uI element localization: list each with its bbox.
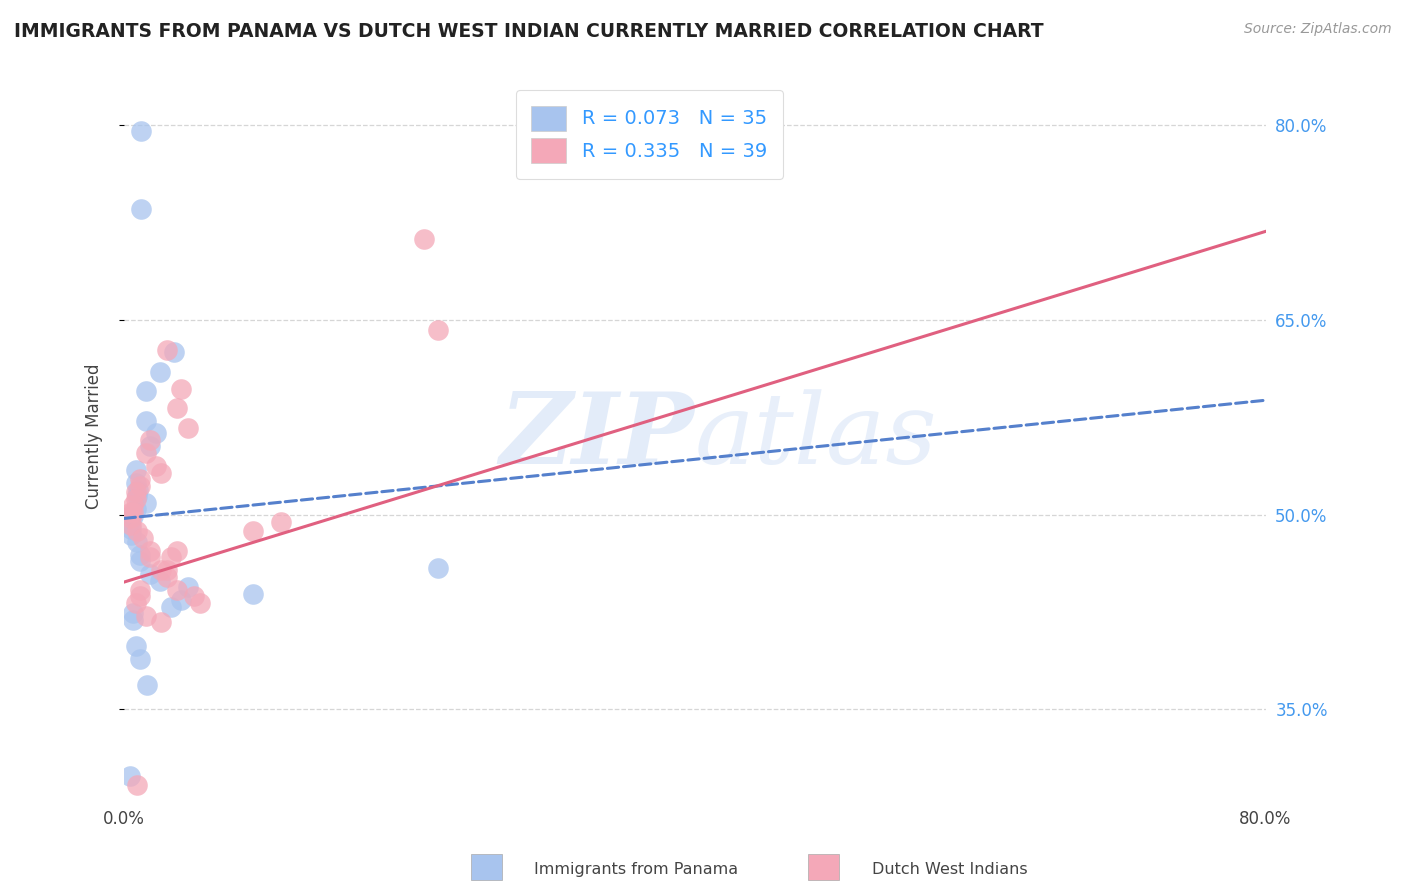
Point	[120, 505, 142, 519]
Point	[135, 384, 157, 399]
Point	[135, 414, 157, 428]
Point	[128, 590, 150, 604]
Point	[150, 615, 173, 630]
Point	[139, 439, 162, 453]
Point	[128, 554, 150, 568]
Point	[129, 202, 152, 217]
Text: Dutch West Indians: Dutch West Indians	[872, 863, 1028, 877]
Point	[166, 582, 188, 597]
Point	[242, 587, 264, 601]
Point	[139, 434, 162, 448]
Point	[139, 550, 162, 565]
Point	[145, 425, 167, 440]
Text: IMMIGRANTS FROM PANAMA VS DUTCH WEST INDIAN CURRENTLY MARRIED CORRELATION CHART: IMMIGRANTS FROM PANAMA VS DUTCH WEST IND…	[14, 22, 1043, 41]
Point	[166, 544, 188, 558]
Point	[121, 508, 143, 523]
Point	[139, 544, 162, 558]
Point	[150, 563, 173, 577]
Point	[129, 124, 152, 138]
Point	[124, 502, 146, 516]
Point	[177, 580, 200, 594]
Point	[121, 499, 143, 513]
Point	[124, 491, 146, 506]
Text: atlas: atlas	[695, 389, 938, 484]
Point	[120, 517, 142, 532]
Point	[156, 563, 179, 577]
Point	[120, 528, 142, 542]
Point	[135, 608, 157, 623]
Point	[124, 485, 146, 500]
Point	[120, 511, 142, 525]
Text: Immigrants from Panama: Immigrants from Panama	[534, 863, 738, 877]
Point	[135, 496, 157, 510]
Point	[125, 778, 148, 792]
Point	[124, 596, 146, 610]
Point	[177, 420, 200, 434]
Point	[145, 459, 167, 474]
Y-axis label: Currently Married: Currently Married	[86, 364, 103, 509]
Point	[121, 505, 143, 519]
Point	[427, 561, 450, 575]
Point	[188, 596, 211, 610]
Point	[156, 343, 179, 357]
Point	[128, 548, 150, 562]
Point	[139, 567, 162, 582]
Point	[125, 534, 148, 549]
Point	[118, 768, 141, 782]
Point	[242, 524, 264, 539]
Point	[170, 382, 193, 396]
Point	[128, 479, 150, 493]
Point	[124, 639, 146, 653]
Point	[183, 590, 205, 604]
Point	[127, 483, 149, 497]
Point	[163, 345, 186, 359]
Point	[124, 463, 146, 477]
Point	[120, 522, 142, 536]
Point	[131, 531, 153, 545]
Point	[128, 651, 150, 665]
Point	[160, 599, 183, 614]
Point	[135, 446, 157, 460]
Point	[128, 582, 150, 597]
Point	[160, 550, 183, 565]
Point	[427, 323, 450, 337]
Point	[150, 466, 173, 480]
Point	[118, 508, 141, 523]
Text: ZIP: ZIP	[499, 388, 695, 485]
Point	[170, 593, 193, 607]
Point	[118, 516, 141, 530]
Point	[125, 524, 148, 539]
Text: Source: ZipAtlas.com: Source: ZipAtlas.com	[1244, 22, 1392, 37]
Legend: R = 0.073   N = 35, R = 0.335   N = 39: R = 0.073 N = 35, R = 0.335 N = 39	[516, 90, 783, 178]
Point	[270, 516, 292, 530]
Point	[136, 678, 159, 692]
Point	[128, 473, 150, 487]
Point	[124, 476, 146, 491]
Point	[156, 570, 179, 584]
Point	[121, 606, 143, 620]
Point	[149, 365, 172, 379]
Point	[166, 401, 188, 415]
Point	[412, 232, 434, 246]
Point	[149, 574, 172, 588]
Point	[125, 489, 148, 503]
Point	[121, 613, 143, 627]
